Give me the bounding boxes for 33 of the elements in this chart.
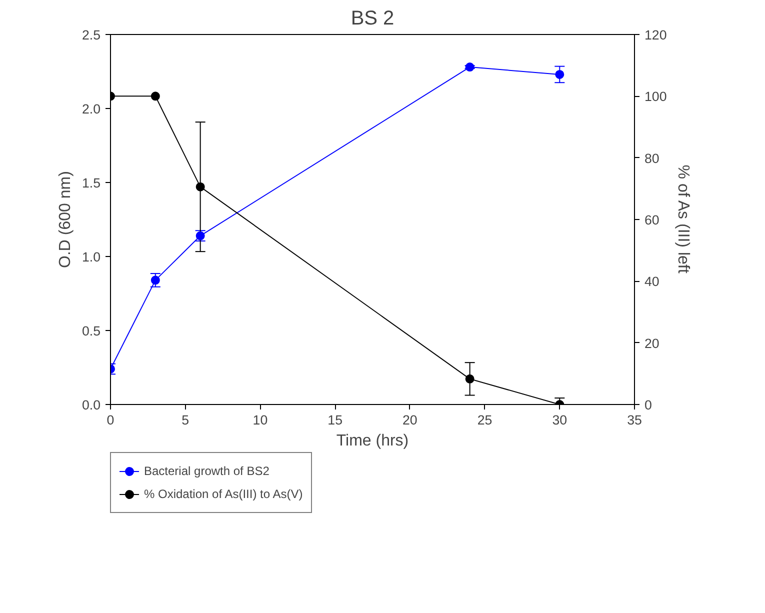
y2-tick-label: 60	[644, 212, 660, 228]
point	[150, 92, 160, 101]
x-tick-label: 15	[328, 412, 342, 428]
point	[196, 182, 205, 192]
x-axis-title: Time (hrs)	[336, 432, 409, 450]
x-tick-label: 10	[252, 412, 268, 428]
y-tick-label: 0.5	[82, 324, 101, 338]
y2-tick-label: 0	[644, 398, 652, 412]
x-tick-label: 20	[402, 412, 418, 428]
y2-tick-label: 100	[644, 89, 667, 104]
x-tick-label: 0	[106, 412, 114, 428]
y-tick-label: 1.5	[82, 176, 101, 190]
y2-axis-title: % of As (III) left	[674, 164, 692, 274]
y2-tick-label: 20	[644, 336, 660, 351]
x-tick-label: 30	[552, 412, 568, 428]
legend-label: % Oxidation of As(III) to As(V)	[144, 487, 303, 501]
y2-tick-label: 120	[644, 28, 667, 42]
y2-tick-label: 80	[644, 150, 660, 166]
y-tick-label: 2.0	[82, 102, 101, 116]
y-axis-title: O.D (600 nm)	[56, 171, 74, 268]
y2-tick-label: 40	[644, 274, 660, 290]
x-tick-label: 25	[477, 412, 492, 428]
y-tick-label: 2.5	[82, 28, 101, 42]
x-tick-label: 5	[182, 412, 190, 428]
point	[465, 62, 474, 72]
y-tick-label: 0.0	[82, 398, 101, 412]
point	[150, 276, 160, 285]
point	[555, 70, 564, 79]
legend-label: Bacterial growth of BS2	[144, 464, 270, 478]
y-tick-label: 1.0	[82, 250, 101, 264]
point	[465, 374, 474, 384]
x-tick-label: 35	[627, 412, 642, 428]
chart-title: BS 2	[350, 8, 394, 30]
